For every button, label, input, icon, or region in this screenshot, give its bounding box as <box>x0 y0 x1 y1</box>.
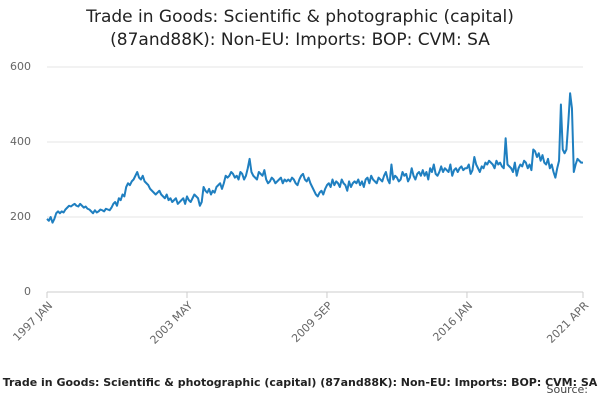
x-tick-label: 2016 JAN <box>430 299 475 344</box>
x-tick-label: 2021 APR <box>544 299 591 346</box>
chart-title: Trade in Goods: Scientific & photographi… <box>86 7 514 50</box>
y-tick-label: 400 <box>10 135 31 148</box>
x-tick-label: 2009 SEP <box>289 299 335 345</box>
y-tick-label: 0 <box>24 285 31 298</box>
y-tick-label: 200 <box>10 210 31 223</box>
footer-title: Trade in Goods: Scientific & photographi… <box>2 376 598 389</box>
line <box>46 92 583 224</box>
y-tick-label: 600 <box>10 60 31 73</box>
x-tick-label: 2003 MAY <box>148 299 196 347</box>
footer: Trade in Goods: Scientific & photographi… <box>0 376 600 389</box>
x-tick-label: 1997 JAN <box>10 299 55 344</box>
source-label: Source: <box>546 383 589 396</box>
